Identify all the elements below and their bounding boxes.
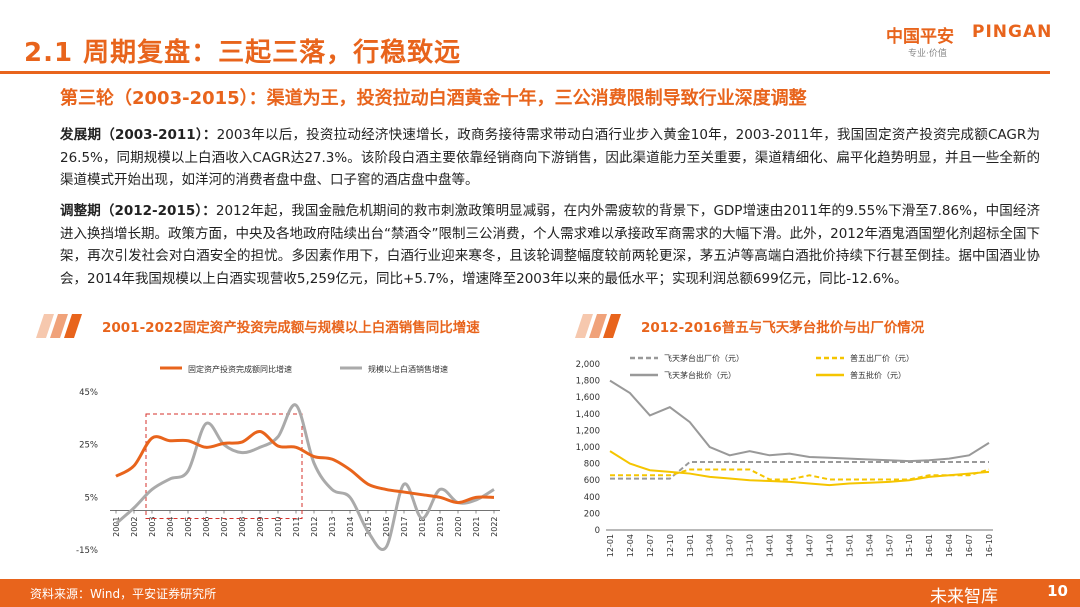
x-tick-label: 14-04: [786, 534, 795, 557]
x-tick-label: 14-01: [766, 534, 775, 557]
x-tick-label: 2002: [130, 517, 139, 537]
series-feitian-wholesale: [609, 379, 990, 463]
logo-cn: 中国平安: [886, 27, 954, 47]
logo-en: PINGAN: [972, 22, 1053, 42]
legend-feitian-wholesale-label: 飞天茅台批价（元）: [664, 370, 736, 380]
x-tick-label: 2014: [346, 517, 355, 537]
x-tick-label: 2005: [184, 517, 193, 537]
y-tick-label: 1,600: [576, 393, 600, 403]
chart-left-title: 2001-2022固定资产投资完成额与规模以上白酒销售同比增速: [102, 320, 480, 336]
series-line-investment: [115, 430, 495, 505]
footer-bar: [0, 579, 1080, 607]
x-tick-label: 12-07: [646, 534, 655, 557]
y-tick-label: 1,400: [576, 410, 600, 420]
x-tick-label: 2012: [310, 517, 319, 537]
stripes-icon: [575, 314, 621, 338]
x-tick-label: 16-04: [945, 534, 954, 557]
y-tick-label: -15%: [76, 546, 98, 556]
series-puwu-wholesale: [609, 450, 990, 487]
y-tick-label: 5%: [85, 493, 99, 503]
x-tick-label: 13-04: [706, 534, 715, 557]
footer-source: 资料来源：Wind，平安证券研究所: [30, 587, 217, 601]
legend-label-baijiu: 规模以上白酒销售增速: [368, 364, 448, 374]
y-tick-label: 25%: [79, 441, 98, 451]
page-title: 2.1 周期复盘：三起三落，行稳致远: [24, 38, 462, 68]
paragraph-adjustment: 调整期（2012-2015）：2012年起，我国金融危机期间的救市刺激政策明显减…: [60, 200, 1040, 290]
x-tick-label: 12-10: [666, 534, 675, 557]
x-tick-label: 2017: [400, 517, 409, 537]
chart-right-header: 2012-2016普五与飞天茅台批价与出厂价情况: [575, 312, 1055, 340]
x-tick-label: 2013: [328, 517, 337, 537]
paragraph-development: 发展期（2003-2011）：2003年以后，投资拉动经济快速增长，政商务接待需…: [60, 124, 1040, 192]
brand-logo: 中国平安 PINGAN 专业·价值: [886, 22, 1066, 62]
x-tick-label: 13-01: [686, 534, 695, 557]
header-rule: [0, 71, 1050, 74]
series-puwu-factory: [610, 468, 990, 481]
y-tick-label: 45%: [79, 388, 98, 398]
x-tick-label: 16-07: [965, 534, 974, 557]
legend-puwu-factory-label: 普五出厂价（元）: [850, 353, 914, 363]
x-tick-label: 2003: [148, 517, 157, 537]
stripes-icon: [36, 314, 82, 338]
chart-right: 2,000 1,800 1,600 1,400 1,200 1,000 800 600 400 2…: [576, 353, 994, 557]
section-subtitle: 第三轮（2003-2015）：渠道为王，投资拉动白酒黄金十年，三公消费限制导致行…: [60, 88, 807, 109]
x-tick-label: 14-07: [805, 534, 814, 557]
logo-tagline: 专业·价值: [908, 49, 947, 59]
y-tick-label: 0: [595, 526, 600, 536]
x-tick-label: 2004: [166, 517, 175, 537]
x-tick-label: 15-04: [865, 534, 874, 557]
x-tick-label: 2015: [364, 517, 373, 537]
x-tick-label: 16-01: [925, 534, 934, 557]
x-tick-label: 2006: [202, 517, 211, 537]
series-line-baijiu: [115, 403, 495, 551]
chart-left-header: 2001-2022固定资产投资完成额与规模以上白酒销售同比增速: [36, 312, 536, 340]
x-tick-label: 2010: [274, 517, 283, 537]
x-tick-label: 2021: [472, 517, 481, 537]
highlight-box: [145, 413, 303, 519]
y-tick-label: 800: [584, 460, 600, 470]
y-tick-label: 600: [584, 476, 600, 486]
x-tick-label: 15-01: [845, 534, 854, 557]
x-tick-label: 2011: [292, 517, 301, 537]
page-number: 10: [1047, 582, 1068, 600]
x-tick-label: 12-04: [626, 534, 635, 557]
chart-left: 固定资产投资完成额同比增速 规模以上白酒销售增速 45% 25% 5% -15% 2001 2…: [76, 364, 500, 556]
footer-watermark: 未来智库: [930, 587, 998, 607]
x-tick-label: 15-10: [905, 534, 914, 557]
legend-label-investment: 固定资产投资完成额同比增速: [188, 364, 292, 374]
x-tick-label: 2001: [112, 517, 121, 537]
legend-feitian-factory-label: 飞天茅台出厂价（元）: [664, 353, 744, 363]
x-tick-label: 15-07: [885, 534, 894, 557]
x-tick-label: 16-10: [985, 534, 994, 557]
para-body: 2003年以后，投资拉动经济快速增长，政商务接待需求带动白酒行业步入黄金10年，…: [60, 127, 1041, 188]
y-tick-label: 200: [584, 509, 600, 519]
x-tick-label: 13-07: [726, 534, 735, 557]
legend-puwu-wholesale-label: 普五批价（元）: [850, 370, 906, 380]
x-tick-label: 2018: [418, 517, 427, 537]
x-tick-label: 2008: [238, 517, 247, 537]
x-tick-label: 2009: [256, 517, 265, 537]
para-lead: 调整期（2012-2015）：: [60, 203, 216, 219]
para-body: 2012年起，我国金融危机期间的救市刺激政策明显减弱，在内外需疲软的背景下，GD…: [60, 203, 1041, 287]
x-tick-label: 2022: [490, 517, 499, 537]
series-feitian-factory: [610, 461, 989, 480]
y-tick-label: 2,000: [576, 360, 600, 370]
x-tick-label: 2019: [436, 517, 445, 537]
y-tick-label: 1,000: [576, 443, 600, 453]
x-tick-label: 13-10: [746, 534, 755, 557]
y-tick-label: 400: [584, 493, 600, 503]
para-lead: 发展期（2003-2011）：: [60, 127, 217, 143]
x-tick-label: 2020: [454, 517, 463, 537]
x-tick-label: 12-01: [606, 534, 615, 557]
x-tick-label: 2016: [382, 517, 391, 537]
y-tick-label: 1,200: [576, 426, 600, 436]
y-tick-label: 1,800: [576, 377, 600, 387]
chart-right-title: 2012-2016普五与飞天茅台批价与出厂价情况: [641, 320, 925, 336]
x-tick-label: 14-10: [825, 534, 834, 557]
x-tick-label: 2007: [220, 517, 229, 537]
